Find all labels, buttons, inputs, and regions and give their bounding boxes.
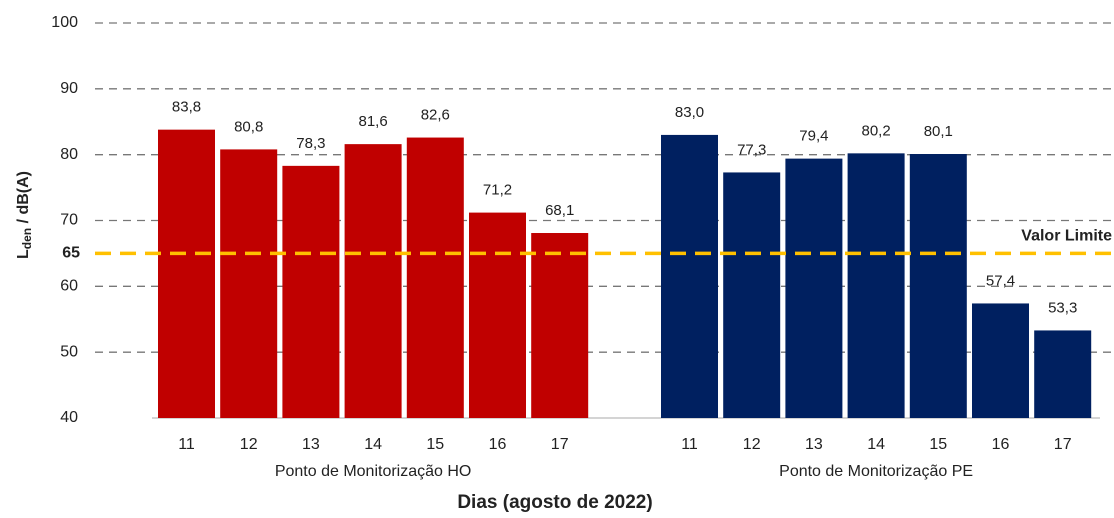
bar [158,129,215,418]
x-tick-label: 13 [805,436,823,453]
x-tick-label: 11 [681,436,698,453]
x-tick-label: 12 [240,436,258,453]
y-title-sub: den [20,228,34,249]
x-tick-label: 16 [992,436,1010,453]
reference-label: Valor Limite [1021,228,1112,245]
bar [661,134,718,418]
y-tick-label: 80 [60,146,78,163]
group-label: Ponto de Monitorização HO [275,463,472,480]
value-label: 83,0 [675,104,704,121]
value-label: 83,8 [172,99,201,116]
bar [723,172,781,418]
value-label: 82,6 [421,107,450,124]
y-title-rest: / dB(A) [15,171,32,228]
x-tick-label: 14 [867,436,885,453]
x-tick-label: 12 [743,436,761,453]
value-label: 68,1 [545,202,574,219]
x-tick-label: 16 [489,436,507,453]
bar [406,137,464,419]
value-label: 79,4 [799,128,828,145]
value-label: 57,4 [986,272,1015,289]
value-label: 80,2 [861,122,890,139]
bar [282,165,340,418]
bar [1034,330,1092,418]
x-tick-label: 17 [1054,436,1072,453]
y-tick-label: 50 [60,343,78,360]
bar [972,303,1029,418]
value-label: 71,2 [483,182,512,199]
group-label: Ponto de Monitorização PE [779,463,973,480]
y-title-main: L [15,249,32,259]
y-tick-label: 40 [60,409,78,426]
bar [847,153,905,418]
bar [344,144,402,418]
bar [469,212,526,418]
value-label: 80,8 [234,118,263,135]
y-axis-title: Lden / dB(A) [15,171,34,259]
bar [220,149,278,418]
value-label: 78,3 [296,135,325,152]
bar [531,233,589,418]
x-tick-label: 13 [302,436,320,453]
bar [909,154,967,418]
value-label: 53,3 [1048,299,1077,316]
x-tick-label: 15 [929,436,947,453]
y-tick-label: 90 [60,80,78,97]
x-tick-label: 11 [178,436,195,453]
bar [785,158,843,418]
y-tick-label: 70 [60,212,78,229]
x-tick-label: 17 [551,436,569,453]
y-tick-label: 60 [60,278,78,295]
x-tick-label: 14 [364,436,382,453]
value-label: 81,6 [358,113,387,130]
value-label: 80,1 [924,123,953,140]
y-tick-label: 100 [51,14,78,31]
x-axis-title: Dias (agosto de 2022) [457,492,652,513]
reference-tick-label: 65 [62,245,80,262]
value-label: 77,3 [737,141,766,158]
x-tick-label: 15 [426,436,444,453]
